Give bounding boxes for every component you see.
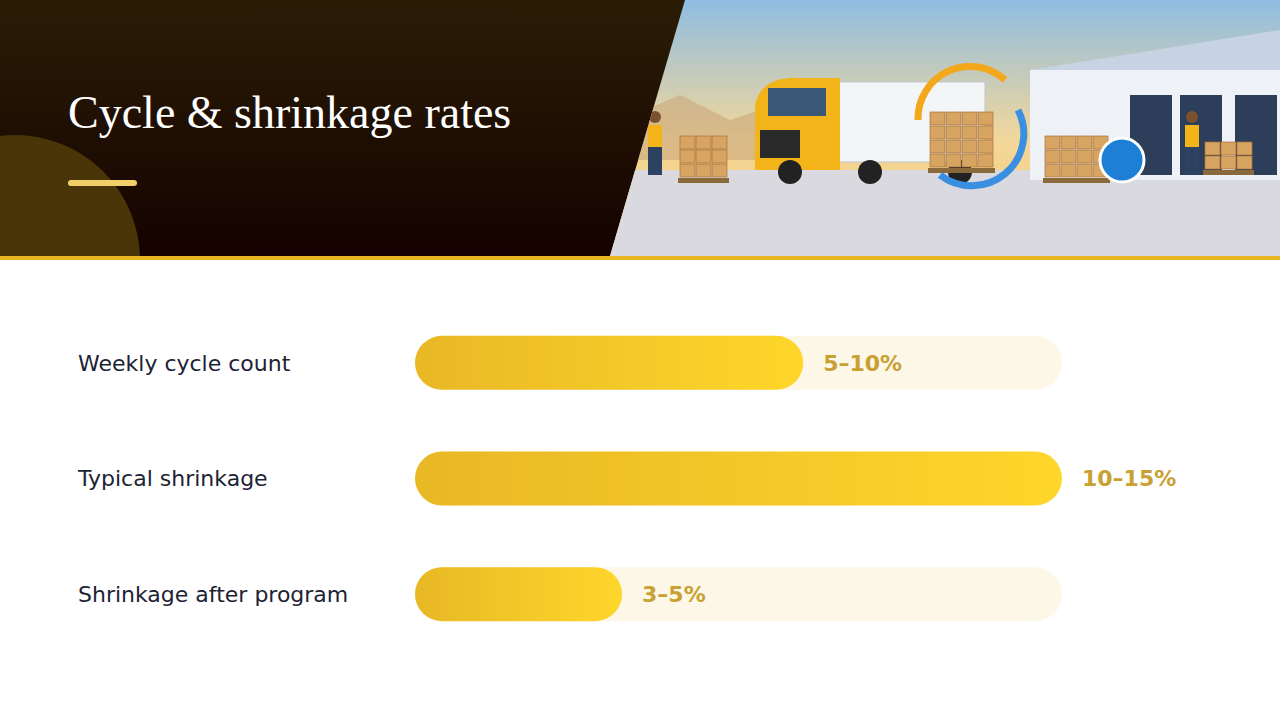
illustration-box (1045, 150, 1060, 163)
bar-track (415, 567, 1062, 621)
illustration-box (1077, 136, 1092, 149)
illustration-box (962, 126, 977, 139)
illustration-wheel (778, 160, 802, 184)
illustration-pallet (1203, 170, 1254, 175)
category-label: Shrinkage after program (78, 582, 348, 607)
illustration-box (1061, 150, 1076, 163)
illustration-box (680, 136, 695, 149)
illustration-cycle-arrow (918, 66, 1005, 120)
illustration-box (1061, 164, 1076, 177)
illustration-box (1237, 142, 1252, 155)
illustration-box (1237, 156, 1252, 169)
category-tick: Typical shrinkage (77, 466, 268, 491)
illustration-box (1077, 150, 1092, 163)
data-labels: 5–10% 10–15% 3–5% (642, 351, 1176, 607)
illustration-box (978, 126, 993, 139)
illustration-person-head (649, 111, 661, 123)
illustration-box (930, 140, 945, 153)
illustration-cycle-arrow (940, 110, 1024, 186)
illustration-box (680, 164, 695, 177)
illustration-pallet (678, 178, 729, 183)
illustration-box (978, 140, 993, 153)
illustration-sky (600, 0, 1280, 256)
illustration-box (962, 112, 977, 125)
illustration-dock-door (1235, 95, 1277, 175)
illustration-box (1045, 164, 1060, 177)
bar (415, 452, 1062, 506)
illustration-pallet (928, 168, 995, 173)
illustration-box (978, 154, 993, 167)
illustration-box (946, 154, 961, 167)
illustration-person-vest (648, 125, 662, 147)
header (0, 0, 1280, 385)
illustration-box (696, 164, 711, 177)
illustration-box (1077, 164, 1092, 177)
illustration-box (930, 154, 945, 167)
illustration-windshield (768, 88, 826, 116)
illustration-dock-door (1180, 95, 1222, 175)
bars (415, 336, 1062, 621)
illustration-box (1061, 136, 1076, 149)
header-rule (0, 256, 1280, 260)
illustration-box (946, 126, 961, 139)
illustration-box (696, 136, 711, 149)
illustration-box (962, 140, 977, 153)
illustration-box (1221, 156, 1236, 169)
illustration-box (978, 112, 993, 125)
category-tick: Weekly cycle count (78, 351, 291, 376)
illustration-box (1221, 142, 1236, 155)
bar (415, 567, 622, 621)
illustration-box (696, 150, 711, 163)
illustration-person-body (648, 125, 662, 175)
illustration-box (1045, 136, 1060, 149)
category-label: Weekly cycle count (78, 351, 291, 376)
illustration-box (946, 140, 961, 153)
illustration-box (930, 126, 945, 139)
bar-track (415, 452, 1062, 506)
illustration-grille (760, 130, 800, 158)
illustration-box (712, 164, 727, 177)
header-background (0, 0, 1280, 256)
category-label: Typical shrinkage (77, 466, 268, 491)
illustration-box (946, 112, 961, 125)
illustration-box (962, 154, 977, 167)
illustration-badge (1100, 138, 1144, 182)
illustration-box (1205, 156, 1220, 169)
category-tick: Shrinkage after program (78, 582, 348, 607)
illustration-ground (600, 170, 1280, 256)
illustration-person-vest (1185, 125, 1199, 147)
illustration-person-head (1186, 111, 1198, 123)
data-label: 3–5% (642, 582, 706, 607)
data-label: 5–10% (823, 351, 902, 376)
bar-track (415, 336, 1062, 390)
chart-title: Cycle & shrinkage rates (68, 87, 511, 138)
illustration-wheel (858, 160, 882, 184)
category-axis: Weekly cycle count Typical shrinkage Shrin… (77, 351, 348, 607)
illustration-person-body (1185, 125, 1199, 175)
illustration-box (680, 150, 695, 163)
title-underline (68, 180, 137, 186)
illustration-warehouse (1030, 70, 1280, 180)
bar (415, 336, 803, 390)
data-label: 10–15% (1082, 466, 1176, 491)
plot-frame (415, 336, 1062, 621)
illustration-box (712, 150, 727, 163)
illustration-cab (755, 78, 840, 170)
illustration-roof (1030, 30, 1280, 70)
illustration-box (712, 136, 727, 149)
chart-canvas: Cycle & shrinkage rates Weekly cycle coun… (0, 0, 1280, 720)
illustration-pallet (1043, 178, 1110, 183)
illustration-box (930, 112, 945, 125)
header-decoration (0, 135, 140, 256)
illustration (600, 0, 1280, 256)
illustration-box (1205, 142, 1220, 155)
illustration-trailer (835, 82, 985, 162)
